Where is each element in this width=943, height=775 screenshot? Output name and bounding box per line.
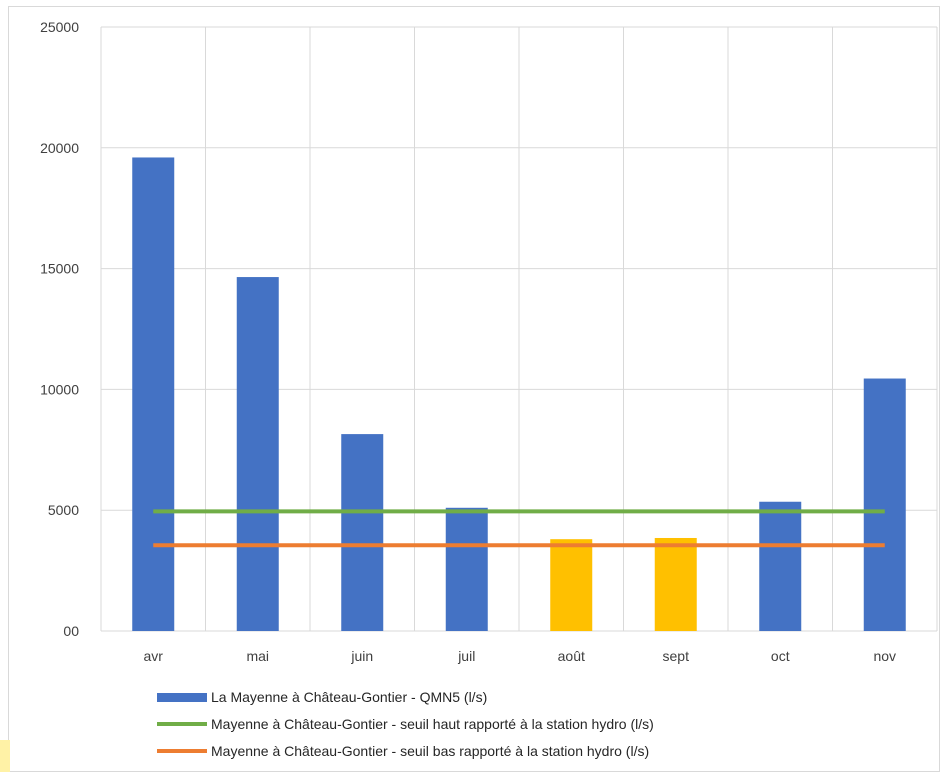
x-tick-label: sept bbox=[663, 648, 690, 664]
legend-swatch-seuil-haut bbox=[157, 722, 207, 726]
highlight-mark bbox=[0, 740, 10, 772]
bar-août bbox=[550, 539, 593, 631]
legend-label-seuil-bas: Mayenne à Château-Gontier - seuil bas ra… bbox=[211, 743, 650, 759]
legend-item-seuil-haut: Mayenne à Château-Gontier - seuil haut r… bbox=[157, 714, 654, 734]
bar-juin bbox=[341, 434, 384, 631]
legend-item-qmn5: La Mayenne à Château-Gontier - QMN5 (l/s… bbox=[157, 687, 654, 707]
legend-label-qmn5: La Mayenne à Château-Gontier - QMN5 (l/s… bbox=[211, 689, 488, 705]
bar-mai bbox=[236, 277, 279, 631]
x-tick-label: nov bbox=[873, 648, 896, 664]
x-tick-label: mai bbox=[246, 648, 269, 664]
x-axis-ticks: avr mai juin juil août sept oct nov bbox=[144, 648, 897, 664]
legend-label-seuil-haut: Mayenne à Château-Gontier - seuil haut r… bbox=[211, 716, 654, 732]
x-tick-label: avr bbox=[144, 648, 164, 664]
x-tick-label: juil bbox=[457, 648, 475, 664]
legend-swatch-seuil-bas bbox=[157, 749, 207, 753]
grid-lines bbox=[100, 26, 938, 632]
chart-plot: 00 5000 10000 15000 20000 25000 avr mai juin jui… bbox=[40, 19, 938, 664]
legend: La Mayenne à Château-Gontier - QMN5 (l/s… bbox=[157, 687, 654, 768]
bar-nov bbox=[863, 378, 906, 631]
y-axis-ticks: 00 5000 10000 15000 20000 25000 bbox=[40, 19, 79, 639]
y-tick-label: 15000 bbox=[40, 261, 79, 277]
legend-swatch-qmn5 bbox=[157, 692, 207, 702]
bar-oct bbox=[759, 501, 802, 631]
y-tick-label: 25000 bbox=[40, 19, 79, 35]
threshold-lines bbox=[153, 509, 885, 548]
x-tick-label: oct bbox=[771, 648, 790, 664]
y-tick-label: 10000 bbox=[40, 381, 79, 397]
y-tick-label: 00 bbox=[63, 623, 79, 639]
y-tick-label: 20000 bbox=[40, 140, 79, 156]
bar-juil bbox=[445, 507, 488, 631]
legend-item-seuil-bas: Mayenne à Château-Gontier - seuil bas ra… bbox=[157, 741, 654, 761]
x-tick-label: juin bbox=[350, 648, 373, 664]
y-tick-label: 5000 bbox=[48, 502, 79, 518]
bar-avr bbox=[132, 157, 175, 632]
bar-sept bbox=[654, 537, 697, 631]
chart-frame: 00 5000 10000 15000 20000 25000 avr mai juin jui… bbox=[8, 6, 940, 772]
bars bbox=[132, 157, 906, 632]
x-tick-label: août bbox=[558, 648, 585, 664]
